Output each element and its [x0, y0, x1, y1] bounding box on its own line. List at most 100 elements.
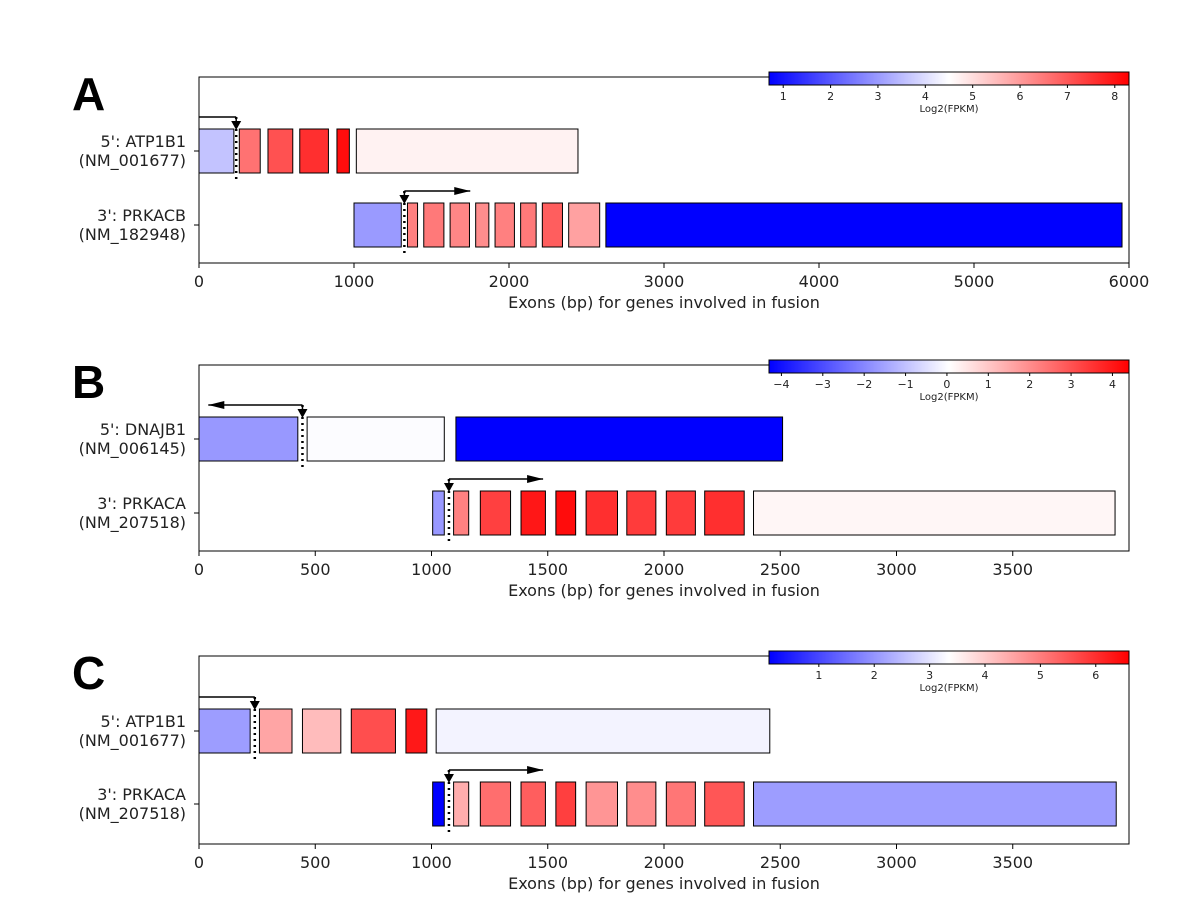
- colorbar: 1 2 3 4 5 6 Log2(FPKM): [768, 650, 1130, 694]
- panel-c: C5': ATP1B1(NM_001677)3': PRKACA(NM_2075…: [72, 647, 1130, 893]
- arrow-head-horizontal: [527, 475, 544, 483]
- colorbar-tick-label: 8: [1111, 90, 1118, 103]
- colorbar-tick-label: 5: [969, 90, 976, 103]
- gene-track: 3': PRKACA(NM_207518): [79, 766, 1117, 834]
- exon-block: [405, 708, 428, 754]
- exon-block: [449, 202, 470, 248]
- colorbar-bar: [768, 359, 1130, 374]
- exon-block: [423, 202, 445, 248]
- gene-track: 3': PRKACA(NM_207518): [79, 475, 1116, 543]
- x-tick-label: 1500: [527, 560, 568, 579]
- exon-block: [520, 781, 546, 827]
- arrow-head-down: [249, 701, 260, 710]
- exon-block: [753, 490, 1116, 536]
- exon-block: [520, 490, 546, 536]
- exon-block: [494, 202, 515, 248]
- colorbar-tick-label: 0: [943, 378, 950, 391]
- colorbar-tick-label: 4: [1109, 378, 1116, 391]
- exon-block: [336, 128, 350, 174]
- x-tick-label: 500: [300, 853, 331, 872]
- colorbar-tick-label: 3: [1068, 378, 1075, 391]
- colorbar-tick-label: −2: [856, 378, 872, 391]
- arrow-head-horizontal: [527, 766, 544, 774]
- x-tick-label: 4000: [799, 272, 840, 291]
- panel-letter: B: [72, 356, 105, 408]
- exon-block: [258, 708, 293, 754]
- x-tick-label: 500: [300, 560, 331, 579]
- arrow-head-down: [443, 774, 454, 783]
- exon-block: [353, 202, 402, 248]
- exon-block: [455, 416, 784, 462]
- gene-accession-label: (NM_207518): [79, 513, 186, 533]
- x-tick-label: 1500: [527, 853, 568, 872]
- gene-name-label: 5': ATP1B1: [100, 132, 186, 151]
- x-tick-label: 3500: [992, 853, 1033, 872]
- gene-name-label: 5': ATP1B1: [100, 712, 186, 731]
- exon-block: [435, 708, 771, 754]
- colorbar: −4 −3 −2 −1 0 1 2 3 4 Log2(FPKM): [768, 359, 1130, 403]
- exon-block: [605, 202, 1123, 248]
- exon-block: [626, 490, 657, 536]
- x-tick-label: 6000: [1109, 272, 1150, 291]
- exon-block: [479, 490, 512, 536]
- exon-block: [267, 128, 294, 174]
- colorbar-tick-label: 1: [815, 669, 822, 682]
- gene-track: 5': ATP1B1(NM_001677): [79, 696, 771, 761]
- colorbar-tick-label: −3: [815, 378, 831, 391]
- x-tick-label: 1000: [334, 272, 375, 291]
- x-tick-label: 3000: [876, 853, 917, 872]
- gene-name-label: 3': PRKACB: [97, 206, 186, 225]
- exon-block: [704, 490, 745, 536]
- exon-block: [555, 781, 577, 827]
- exon-block: [198, 416, 299, 462]
- x-axis-label: Exons (bp) for genes involved in fusion: [508, 874, 820, 893]
- colorbar-tick-label: 4: [922, 90, 929, 103]
- colorbar-tick-label: 2: [871, 669, 878, 682]
- gene-accession-label: (NM_207518): [79, 804, 186, 824]
- x-axis-label: Exons (bp) for genes involved in fusion: [508, 581, 820, 600]
- exon-block: [585, 490, 618, 536]
- colorbar-tick-label: 2: [1026, 378, 1033, 391]
- exon-block: [301, 708, 342, 754]
- exon-block: [704, 781, 745, 827]
- x-tick-label: 3000: [644, 272, 685, 291]
- gene-track: 5': ATP1B1(NM_001677): [79, 116, 579, 181]
- exon-block: [306, 416, 445, 462]
- exon-block: [453, 781, 470, 827]
- x-tick-label: 1000: [411, 560, 452, 579]
- exon-block: [299, 128, 329, 174]
- exon-block: [626, 781, 657, 827]
- x-tick-label: 2000: [644, 560, 685, 579]
- x-axis-label: Exons (bp) for genes involved in fusion: [508, 293, 820, 312]
- exon-block: [585, 781, 618, 827]
- exon-block: [432, 781, 445, 827]
- exon-block: [555, 490, 577, 536]
- arrow-head-down: [297, 409, 308, 418]
- gene-accession-label: (NM_001677): [79, 731, 186, 751]
- colorbar-tick-label: −4: [773, 378, 789, 391]
- colorbar-tick-label: 7: [1064, 90, 1071, 103]
- colorbar-tick-label: 1: [780, 90, 787, 103]
- colorbar: 1 2 3 4 5 6 7 8 Log2(FPKM): [768, 71, 1130, 115]
- colorbar-tick-label: 3: [926, 669, 933, 682]
- colorbar-bar: [768, 71, 1130, 86]
- exon-block: [198, 708, 251, 754]
- colorbar-tick-label: 4: [982, 669, 989, 682]
- colorbar-tick-label: 2: [827, 90, 834, 103]
- exon-block: [753, 781, 1117, 827]
- gene-name-label: 3': PRKACA: [97, 494, 186, 513]
- exon-block: [475, 202, 490, 248]
- gene-accession-label: (NM_182948): [79, 225, 186, 245]
- colorbar-tick-label: 3: [874, 90, 881, 103]
- gene-name-label: 3': PRKACA: [97, 785, 186, 804]
- arrow-head-down: [443, 483, 454, 492]
- colorbar-label: Log2(FPKM): [920, 104, 979, 115]
- exon-block: [406, 202, 419, 248]
- colorbar-bar: [768, 650, 1130, 665]
- colorbar-tick-label: 6: [1092, 669, 1099, 682]
- x-tick-label: 0: [194, 560, 204, 579]
- x-tick-label: 5000: [954, 272, 995, 291]
- panel-letter: C: [72, 647, 105, 699]
- exon-block: [238, 128, 261, 174]
